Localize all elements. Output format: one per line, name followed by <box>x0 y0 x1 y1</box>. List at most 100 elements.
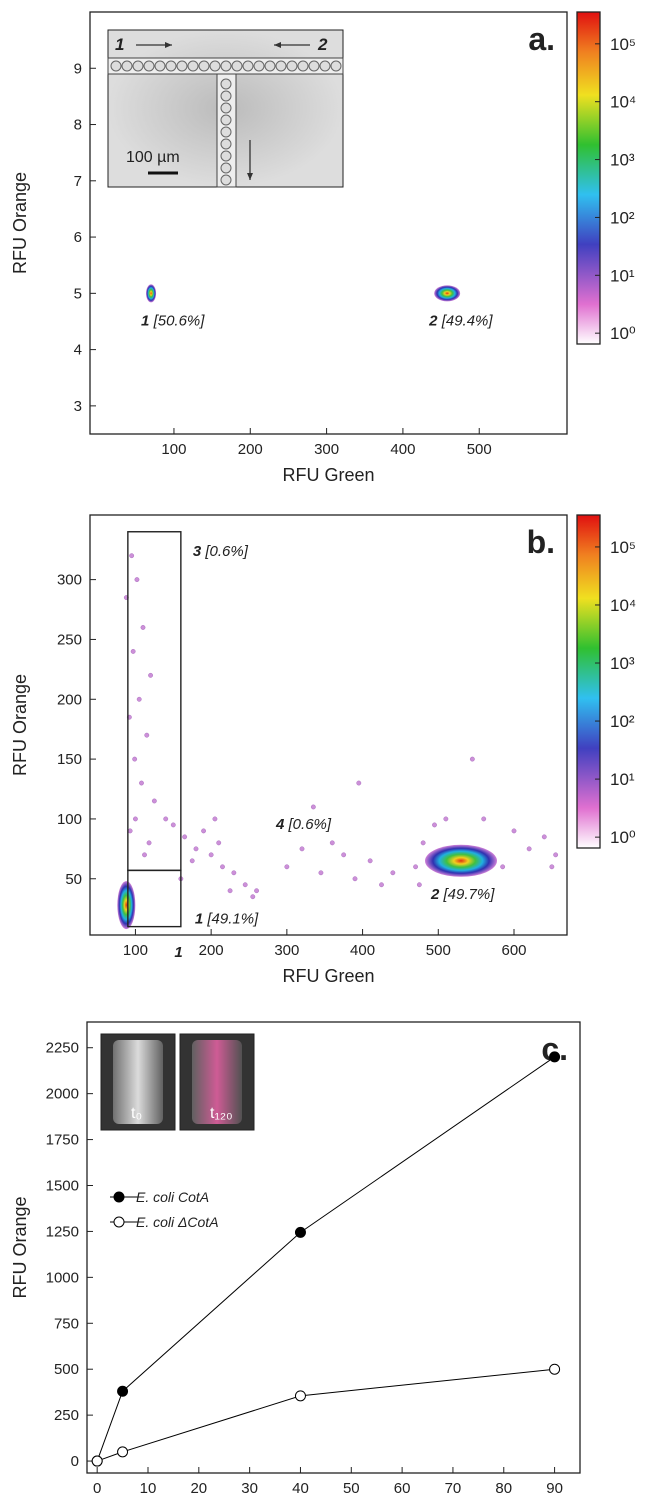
event-point <box>132 756 138 762</box>
y-tick-label: 1500 <box>46 1177 79 1194</box>
droplet <box>154 60 166 72</box>
colorbar-label: 10³ <box>610 654 635 673</box>
droplet <box>220 150 232 162</box>
cluster-label: 2 [49.4%] <box>428 312 493 329</box>
droplet <box>143 60 155 72</box>
droplet <box>297 60 309 72</box>
y-tick-label: 8 <box>74 117 82 134</box>
y-tick-label: 1250 <box>46 1223 79 1240</box>
event-point <box>416 882 422 888</box>
event-point <box>134 577 140 583</box>
droplet <box>220 162 232 174</box>
x-tick-label: 600 <box>501 942 526 959</box>
event-point <box>231 870 237 876</box>
x-tick-label: 200 <box>238 441 263 458</box>
annotation: 4 [0.6%] <box>275 816 332 833</box>
annotation-percent: [0.6%] <box>288 816 332 833</box>
event-point <box>216 840 222 846</box>
inset-label: 1 <box>115 35 124 54</box>
scale-label: 100 µm <box>126 149 180 166</box>
droplet <box>220 60 232 72</box>
data-point <box>117 1385 129 1397</box>
arrowhead <box>247 173 253 180</box>
y-tick-label: 200 <box>57 691 82 708</box>
y-tick-label: 2250 <box>46 1040 79 1057</box>
plot-frame <box>89 11 568 435</box>
colorbar-label: 10¹ <box>610 266 635 285</box>
gate <box>127 869 182 928</box>
x-tick-label: 60 <box>394 1480 411 1497</box>
droplet <box>220 126 232 138</box>
event-point <box>318 870 324 876</box>
droplet <box>176 60 188 72</box>
data-point <box>294 1226 306 1238</box>
y-tick-label: 1750 <box>46 1132 79 1149</box>
inset-label: 2 <box>317 35 328 54</box>
y-tick-label: 250 <box>54 1407 79 1424</box>
event-point <box>182 834 188 840</box>
photo-label: t₁₂₀ <box>210 1105 233 1122</box>
event-point <box>144 732 150 738</box>
vial <box>113 1040 163 1124</box>
event-point <box>201 828 206 834</box>
event-point <box>341 852 347 858</box>
droplet <box>110 60 122 72</box>
event-point <box>163 816 169 822</box>
event-point <box>469 756 475 762</box>
y-axis-label: RFU Orange <box>10 1196 30 1298</box>
y-tick-label: 5 <box>74 285 82 302</box>
event-point <box>254 888 259 894</box>
droplet <box>275 60 287 72</box>
event-point <box>242 882 248 888</box>
event-point <box>193 846 199 852</box>
event-point <box>553 852 559 858</box>
gate-label: 1 [49.1%] <box>195 911 259 928</box>
cluster <box>425 844 497 877</box>
event-point <box>481 816 487 822</box>
data-point <box>294 1390 306 1402</box>
event-point <box>443 816 449 822</box>
panel-letter: b. <box>527 524 555 560</box>
x-tick-label: 50 <box>343 1480 360 1497</box>
droplet <box>132 60 144 72</box>
y-tick-label: 1000 <box>46 1269 79 1286</box>
legend-label: E. coli ΔCotA <box>136 1214 219 1230</box>
colorbar-label: 10¹ <box>610 770 635 789</box>
y-tick-label: 9 <box>74 60 82 77</box>
x-tick-label: 80 <box>495 1480 512 1497</box>
colorbar-label: 10⁴ <box>610 596 636 615</box>
series-line <box>96 1056 555 1462</box>
data-point <box>549 1363 561 1375</box>
event-point <box>541 834 547 840</box>
colorbar-label: 10³ <box>610 151 635 170</box>
y-tick-label: 2000 <box>46 1086 79 1103</box>
cluster-id: 2 <box>430 886 440 903</box>
legend-marker <box>113 1216 125 1228</box>
gate-percent: [0.6%] <box>204 543 248 560</box>
cluster-id: 2 <box>428 312 438 329</box>
droplet <box>308 60 320 72</box>
colorbar-label: 10⁴ <box>610 93 636 112</box>
cluster-percent: [50.6%] <box>153 312 206 329</box>
droplet <box>220 138 232 150</box>
droplet <box>242 60 254 72</box>
event-point <box>549 864 555 870</box>
cluster-label: 1 [50.6%] <box>141 312 205 329</box>
x-tick-label: 70 <box>445 1480 462 1497</box>
x-tick-label: 300 <box>314 441 339 458</box>
cluster-id: 1 <box>141 312 149 329</box>
colorbar-label: 10⁰ <box>610 324 636 343</box>
y-axis-label: RFU Orange <box>10 674 30 776</box>
event-point <box>511 828 517 834</box>
y-tick-label: 4 <box>74 342 82 359</box>
y-tick-label: 6 <box>74 229 82 246</box>
droplet <box>165 60 177 72</box>
event-point <box>526 846 532 852</box>
arrowhead <box>165 42 172 48</box>
event-point <box>133 816 138 822</box>
event-point <box>142 852 147 858</box>
cluster-label: 2 [49.7%] <box>430 886 495 903</box>
x-tick-label: 500 <box>467 441 492 458</box>
droplet <box>319 60 331 72</box>
droplet <box>231 60 243 72</box>
